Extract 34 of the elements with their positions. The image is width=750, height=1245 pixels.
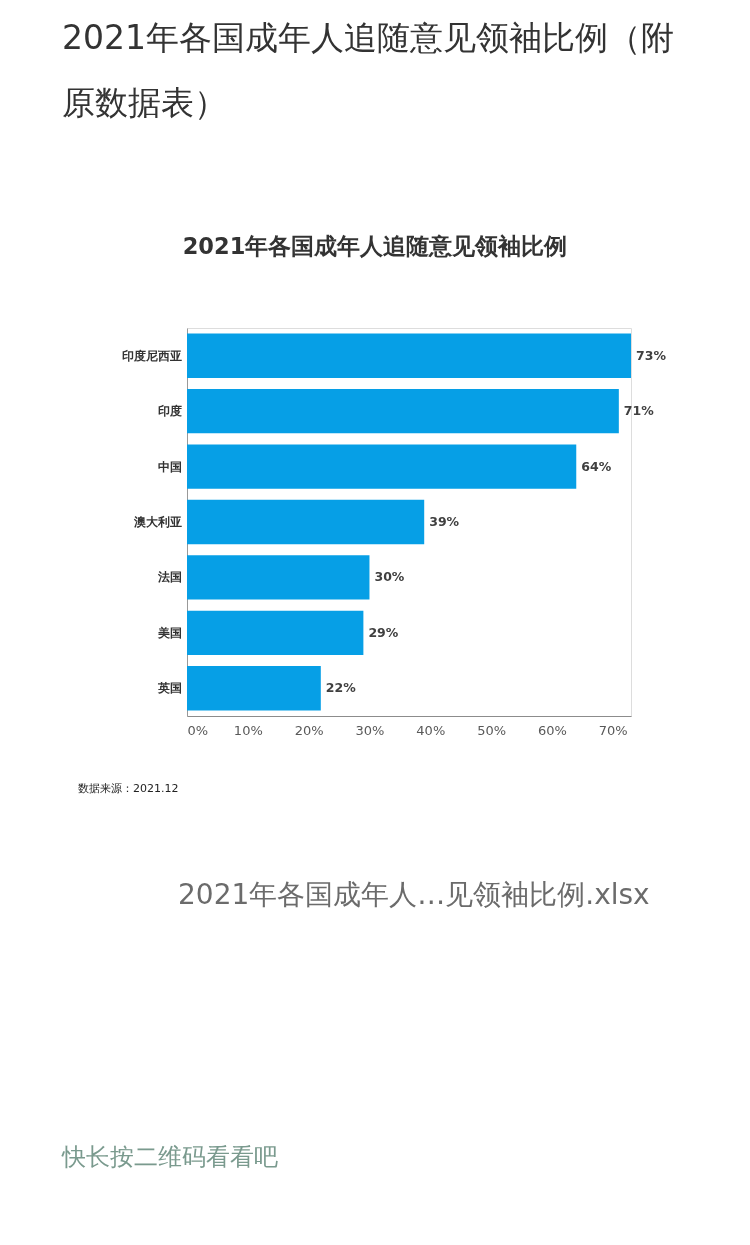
bar — [187, 610, 364, 656]
x-tick-label: 20% — [294, 722, 324, 738]
text: 2021年各国成年人…见领袖比例.xlsx — [178, 878, 650, 911]
data-label: 73% — [636, 347, 667, 363]
y-tick-label: 印度尼西亚 — [121, 348, 182, 363]
bar — [187, 444, 577, 489]
data-label: 29% — [368, 624, 399, 640]
data-label: 30% — [374, 569, 405, 585]
data-label: 39% — [429, 514, 460, 529]
chart-subtitle: 2021年各国成年人追随意见领袖比例 — [182, 233, 568, 259]
y-tick-label: 中国 — [157, 459, 182, 474]
x-tick-label: 70% — [598, 722, 628, 738]
y-tick-label: 美国 — [156, 625, 182, 640]
data-label: 64% — [581, 458, 612, 474]
y-tick-label: 法国 — [156, 570, 182, 585]
source-note: 数据来源：2021.12 — [78, 782, 179, 795]
x-tick-label: 60% — [537, 722, 567, 738]
data-label: 22% — [325, 680, 357, 696]
bar — [187, 388, 619, 434]
y-tick-label: 印度 — [157, 404, 182, 419]
bar — [187, 555, 370, 600]
bar — [187, 499, 425, 545]
bar — [187, 666, 321, 711]
chart-title: 2021年各国成年人追随意见领袖比例（附原数据表） — [62, 18, 674, 122]
x-tick-label: 30% — [355, 722, 385, 738]
y-tick-label: 澳大利亚 — [132, 515, 182, 529]
x-tick-label: 0% — [187, 722, 209, 738]
x-tick-label: 40% — [416, 722, 446, 738]
text: 快长按二维码看看吧 — [61, 1143, 278, 1171]
bar — [187, 333, 631, 378]
x-tick-label: 50% — [477, 722, 507, 738]
data-label: 71% — [623, 403, 655, 419]
y-tick-label: 英国 — [156, 681, 182, 696]
x-tick-label: 10% — [233, 722, 263, 738]
